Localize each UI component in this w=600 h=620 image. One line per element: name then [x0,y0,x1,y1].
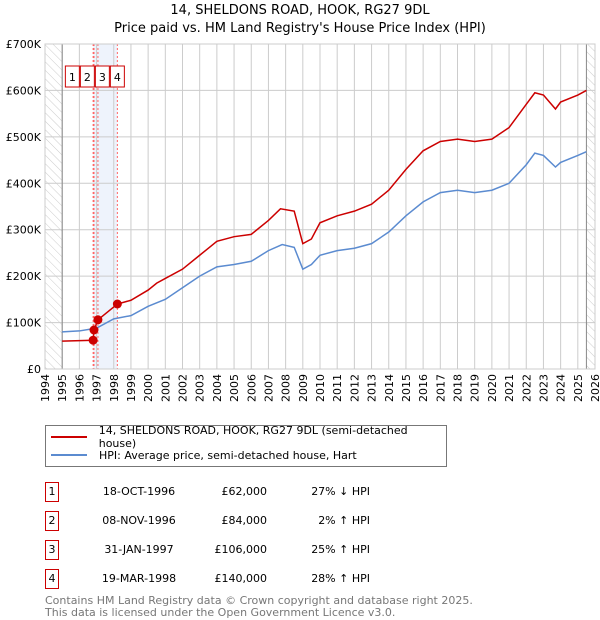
x-tick-label: 1999 [125,374,138,402]
y-tick-label: £100K [6,317,42,330]
legend-label: 14, SHELDONS ROAD, HOOK, RG27 9DL (semi-… [98,424,408,450]
x-tick-label: 2013 [366,374,379,402]
sale-row: 2 08-NOV-1996 £84,000 2% ↑ HPI [45,511,445,531]
x-tick-label: 2021 [503,374,516,402]
x-tick-label: 1996 [73,374,86,402]
footer-line-2: This data is licensed under the Open Gov… [45,606,396,619]
sale-label: 3 [99,71,106,84]
sale-price: £106,000 [214,543,268,556]
sale-marker-box: 3 [45,540,59,560]
x-tick-label: 2002 [177,374,190,402]
x-tick-label: 1998 [108,374,121,402]
x-tick-label: 2004 [211,374,224,402]
x-tick-label: 1994 [39,374,52,402]
x-tick-label: 2014 [383,374,396,402]
x-tick-label: 2010 [314,374,327,402]
sale-price: £140,000 [214,572,268,585]
x-tick-label: 2017 [434,374,447,402]
x-tick-label: 1997 [91,374,104,402]
hpi-line [62,151,587,333]
sale-row: 3 31-JAN-1997 £106,000 25% ↑ HPI [45,540,445,560]
sale-label-box [79,65,95,88]
x-tick-label: 2026 [589,374,600,402]
sale-price: £62,000 [221,485,268,498]
sale-point [89,325,99,335]
footer: Contains HM Land Registry data © Crown c… [45,595,473,619]
y-tick-label: £500K [6,131,42,144]
sale-date: 19-MAR-1998 [101,572,177,585]
sale-hpi-diff: 27% ↓ HPI [311,485,370,498]
sale-hpi-diff: 25% ↑ HPI [311,543,370,556]
x-tick-label: 2023 [537,374,550,402]
sale-row: 4 19-MAR-1998 £140,000 28% ↑ HPI [45,569,445,589]
sale-point [112,299,122,309]
plot-area: 1994 1995 1996 1997 1998 1999 2000 2001 2002 2003… [6,38,600,402]
x-tick-label: 1995 [56,374,69,402]
x-tick-label: 2019 [469,374,482,402]
sale-marker-box: 2 [45,511,59,531]
sale-date: 31-JAN-1997 [104,543,174,556]
sale-marker-box: 1 [45,482,59,502]
x-tick-label: 2000 [142,374,155,402]
sale-label: 2 [84,71,91,84]
legend-label: HPI: Average price, semi-detached house,… [99,448,357,462]
sale-date: 08-NOV-1996 [102,514,176,527]
legend-item-property: 14, SHELDONS ROAD, HOOK, RG27 9DL (semi-… [46,424,446,450]
y-tick-label: £0 [27,363,41,376]
y-tick-label: £200K [6,270,42,283]
sale-point [93,315,103,325]
x-tick-label: 2009 [297,374,310,402]
sale-point [88,335,98,345]
x-tick-label: 2003 [194,374,207,402]
x-tick-label: 2011 [331,374,344,402]
x-tick-label: 2007 [262,374,275,402]
plot-frame [44,43,596,370]
hatched-region-post-data [586,44,595,369]
sale-label-box [64,65,80,88]
x-tick-label: 2015 [400,374,413,402]
y-tick-label: £400K [6,177,42,190]
x-tick-label: 2012 [348,374,361,402]
x-tick-label: 2006 [245,374,258,402]
sale-label: 4 [114,71,121,84]
x-tick-label: 2022 [520,374,533,402]
x-tick-label: 2020 [486,374,499,402]
x-tick-label: 2008 [280,374,293,402]
hatched-region-pre-data [45,44,63,369]
legend: 14, SHELDONS ROAD, HOOK, RG27 9DL (semi-… [45,424,447,467]
sale-date: 18-OCT-1996 [102,485,176,498]
x-tick-label: 2001 [159,374,172,402]
sale-price: £84,000 [221,514,268,527]
sale-label-box [94,65,110,88]
y-tick-label: £600K [6,84,42,97]
sale-label: 1 [69,71,76,84]
property-price-line [62,89,587,342]
sale-hpi-diff: 28% ↑ HPI [311,572,370,585]
chart-title: 14, SHELDONS ROAD, HOOK, RG27 9DL [170,3,430,18]
y-tick-label: £300K [6,224,42,237]
x-tick-label: 2024 [555,374,568,402]
x-tick-label: 2005 [228,374,241,402]
legend-item-hpi: HPI: Average price, semi-detached house,… [46,447,357,463]
footer-line-1: Contains HM Land Registry data © Crown c… [45,594,473,607]
y-tick-label: £700K [6,38,42,51]
sale-marker-box: 4 [45,569,59,589]
x-tick-label: 2016 [417,374,430,402]
sale-row: 1 18-OCT-1996 £62,000 27% ↓ HPI [45,482,445,502]
chart-subtitle: Price paid vs. HM Land Registry's House … [114,21,486,36]
x-tick-label: 2018 [452,374,465,402]
sale-hpi-diff: 2% ↑ HPI [318,514,370,527]
x-tick-label: 2025 [572,374,585,402]
sale-label-box [109,65,125,88]
